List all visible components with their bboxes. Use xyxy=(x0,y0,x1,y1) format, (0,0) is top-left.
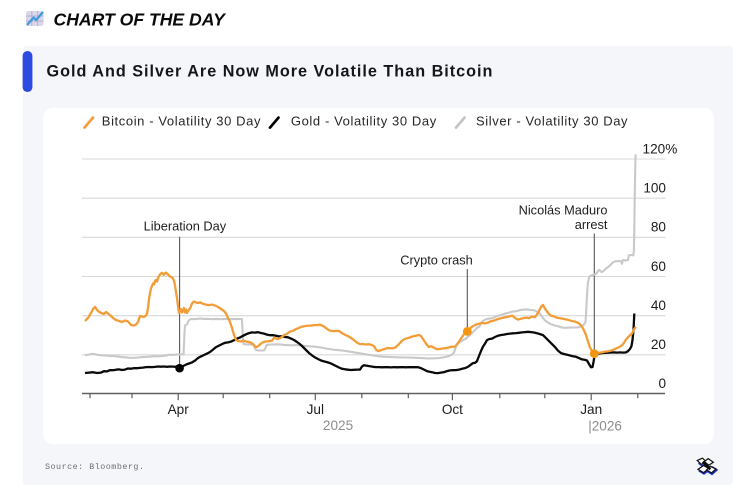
svg-text:60: 60 xyxy=(651,259,667,274)
svg-text:2025: 2025 xyxy=(323,418,353,433)
svg-text:Bitcoin - Volatility 30 Day: Bitcoin - Volatility 30 Day xyxy=(102,114,261,129)
svg-text:arrest: arrest xyxy=(575,217,608,232)
svg-text:80: 80 xyxy=(651,220,667,235)
svg-text:20: 20 xyxy=(651,337,667,352)
svg-text:Source: Bloomberg.: Source: Bloomberg. xyxy=(45,462,144,472)
svg-text:Gold - Volatility 30 Day: Gold - Volatility 30 Day xyxy=(291,114,437,129)
svg-text:Jul: Jul xyxy=(307,402,324,417)
svg-text:0: 0 xyxy=(658,376,666,391)
svg-text:Oct: Oct xyxy=(442,402,463,417)
svg-text:CHART OF THE DAY: CHART OF THE DAY xyxy=(54,10,228,30)
svg-text:Gold And Silver Are Now More V: Gold And Silver Are Now More Volatile Th… xyxy=(47,63,494,81)
svg-text:Apr: Apr xyxy=(168,402,190,417)
svg-text:120%: 120% xyxy=(643,141,678,156)
svg-text:100: 100 xyxy=(643,181,666,196)
svg-text:Liberation Day: Liberation Day xyxy=(144,218,227,233)
svg-text:|2026: |2026 xyxy=(588,418,622,433)
svg-text:Crypto crash: Crypto crash xyxy=(400,252,473,267)
svg-text:40: 40 xyxy=(651,298,667,313)
svg-text:Jan: Jan xyxy=(580,402,602,417)
svg-text:Silver - Volatility 30 Day: Silver - Volatility 30 Day xyxy=(476,114,628,129)
svg-text:Nicolás Maduro: Nicolás Maduro xyxy=(519,203,608,218)
